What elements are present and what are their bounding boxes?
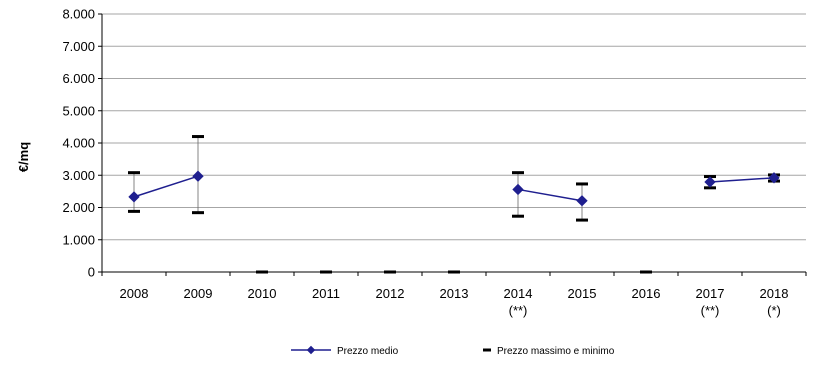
min-marker [192, 211, 204, 215]
min-marker [512, 214, 524, 218]
legend-diamond-icon [306, 345, 316, 355]
gridlines [102, 13, 806, 241]
x-tick-label: 2016 [632, 286, 661, 301]
min-marker [448, 270, 460, 274]
min-marker [384, 270, 396, 274]
y-tick-label: 7.000 [62, 39, 95, 54]
y-tick-label: 0 [88, 265, 95, 280]
y-tick-label: 2.000 [62, 200, 95, 215]
max-marker [576, 182, 588, 186]
avg-point [576, 195, 588, 207]
axes [98, 13, 807, 276]
x-tick-label: 2008 [120, 286, 149, 301]
avg-line-segment [133, 175, 199, 198]
y-tick-label: 6.000 [62, 71, 95, 86]
x-tick-label: 2012 [376, 286, 405, 301]
avg-line-segment [709, 177, 775, 183]
min-marker [320, 270, 332, 274]
x-tick-label: 2017 [696, 286, 725, 301]
min-marker [576, 218, 588, 222]
x-tick-label: 2010 [248, 286, 277, 301]
x-tick-note: (*) [767, 303, 781, 318]
x-tick-label: 2018 [760, 286, 789, 301]
x-tick-label: 2015 [568, 286, 597, 301]
avg-point [704, 176, 716, 188]
avg-point [768, 172, 780, 184]
legend: Prezzo medio Prezzo massimo e minimo [291, 345, 615, 357]
y-tick-label: 5.000 [62, 103, 95, 118]
series-lines [133, 175, 775, 202]
x-tick-label: 2009 [184, 286, 213, 301]
max-marker [192, 135, 204, 139]
min-marker [640, 270, 652, 274]
x-tick-labels: 2008 2009 2010 2011 2012 2013 2014 (**) 2015 2016… [120, 286, 789, 318]
min-max-bars [128, 135, 780, 274]
avg-line-segment [517, 188, 583, 202]
legend-dash-icon [483, 348, 491, 352]
x-tick-note: (**) [509, 303, 528, 318]
x-tick-note: (**) [701, 303, 720, 318]
avg-point [512, 183, 524, 196]
max-marker [512, 171, 524, 175]
avg-point [192, 170, 204, 182]
legend-label-range: Prezzo massimo e minimo [497, 346, 615, 357]
y-tick-label: 8.000 [62, 7, 95, 22]
min-marker [704, 186, 716, 190]
y-tick-labels: 0 1.000 2.000 3.000 4.000 5.000 6.000 7.000 8.00… [62, 7, 95, 280]
x-tick-label: 2011 [312, 286, 340, 301]
max-marker [128, 171, 140, 175]
y-tick-label: 1.000 [62, 232, 95, 247]
min-marker [256, 270, 268, 274]
x-tick-label: 2014 [504, 286, 533, 301]
avg-point [128, 191, 140, 203]
y-tick-label: 4.000 [62, 136, 95, 151]
x-tick-label: 2013 [440, 286, 469, 301]
min-marker [128, 209, 140, 213]
y-tick-label: 3.000 [62, 168, 95, 183]
y-axis-label: €/mq [16, 142, 31, 172]
legend-label-avg: Prezzo medio [337, 346, 399, 357]
series-points [128, 170, 780, 207]
